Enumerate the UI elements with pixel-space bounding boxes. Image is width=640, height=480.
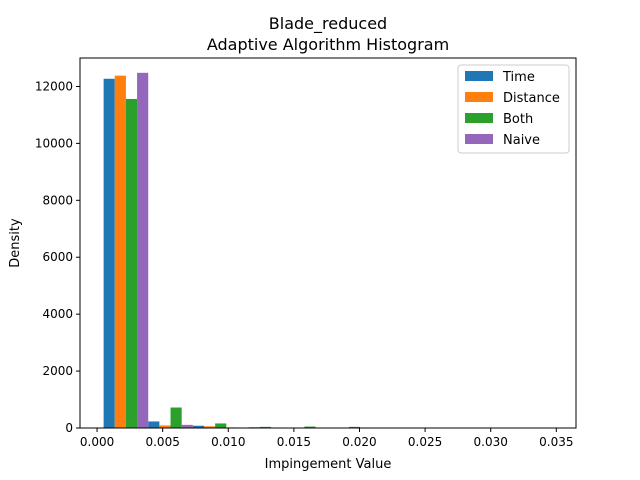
legend-label-distance: Distance xyxy=(503,91,560,106)
bar-distance-0 xyxy=(114,75,126,429)
bar-time-1 xyxy=(148,421,160,428)
plot-area xyxy=(103,72,361,429)
x-tick-label: 0.010 xyxy=(211,435,245,449)
legend-label-time: Time xyxy=(502,70,535,85)
chart-subtitle: Adaptive Algorithm Histogram xyxy=(207,35,449,54)
x-tick-label: 0.005 xyxy=(145,435,179,449)
legend-swatch-both xyxy=(465,113,493,123)
bar-both-2 xyxy=(215,423,227,428)
y-tick-label: 12000 xyxy=(35,79,73,93)
axes-frame xyxy=(79,57,577,429)
legend: Time Distance Both Naive xyxy=(457,64,570,154)
x-tick-label: 0.020 xyxy=(342,435,376,449)
legend-swatch-naive xyxy=(465,134,493,144)
y-tick-label: 2000 xyxy=(42,364,73,378)
x-tick-label: 0.000 xyxy=(80,435,114,449)
bar-both-1 xyxy=(170,407,182,428)
y-axis: 0 2000 4000 6000 8000 10000 12000 xyxy=(35,79,80,435)
chart-title: Blade_reduced xyxy=(269,14,387,34)
y-tick-label: 0 xyxy=(65,421,73,435)
x-tick-label: 0.030 xyxy=(474,435,508,449)
legend-label-both: Both xyxy=(503,112,533,127)
legend-label-naive: Naive xyxy=(503,133,540,148)
legend-swatch-distance xyxy=(465,92,493,102)
y-tick-label: 6000 xyxy=(42,250,73,264)
bar-distance-1 xyxy=(159,425,171,428)
bar-both-4 xyxy=(304,426,316,428)
y-tick-label: 10000 xyxy=(35,136,73,150)
bar-distance-2 xyxy=(204,426,216,428)
x-axis: 0.000 0.005 0.010 0.015 0.020 0.025 0.030 0.035 xyxy=(80,428,573,449)
bar-both-3 xyxy=(259,426,271,428)
legend-frame xyxy=(457,64,570,154)
x-tick-label: 0.025 xyxy=(408,435,442,449)
bar-both-0 xyxy=(125,98,138,428)
x-tick-label: 0.015 xyxy=(277,435,311,449)
bar-time-0 xyxy=(103,78,115,429)
y-tick-label: 4000 xyxy=(42,307,73,321)
legend-swatch-time xyxy=(465,71,493,81)
bar-naive-1 xyxy=(181,424,193,428)
y-tick-label: 8000 xyxy=(42,193,73,207)
bar-both-5 xyxy=(348,426,361,428)
x-tick-label: 0.035 xyxy=(539,435,573,449)
y-axis-label: Density xyxy=(8,218,23,268)
bar-naive-0 xyxy=(137,72,149,429)
bar-time-2 xyxy=(192,425,204,428)
x-axis-label: Impingement Value xyxy=(265,457,392,472)
